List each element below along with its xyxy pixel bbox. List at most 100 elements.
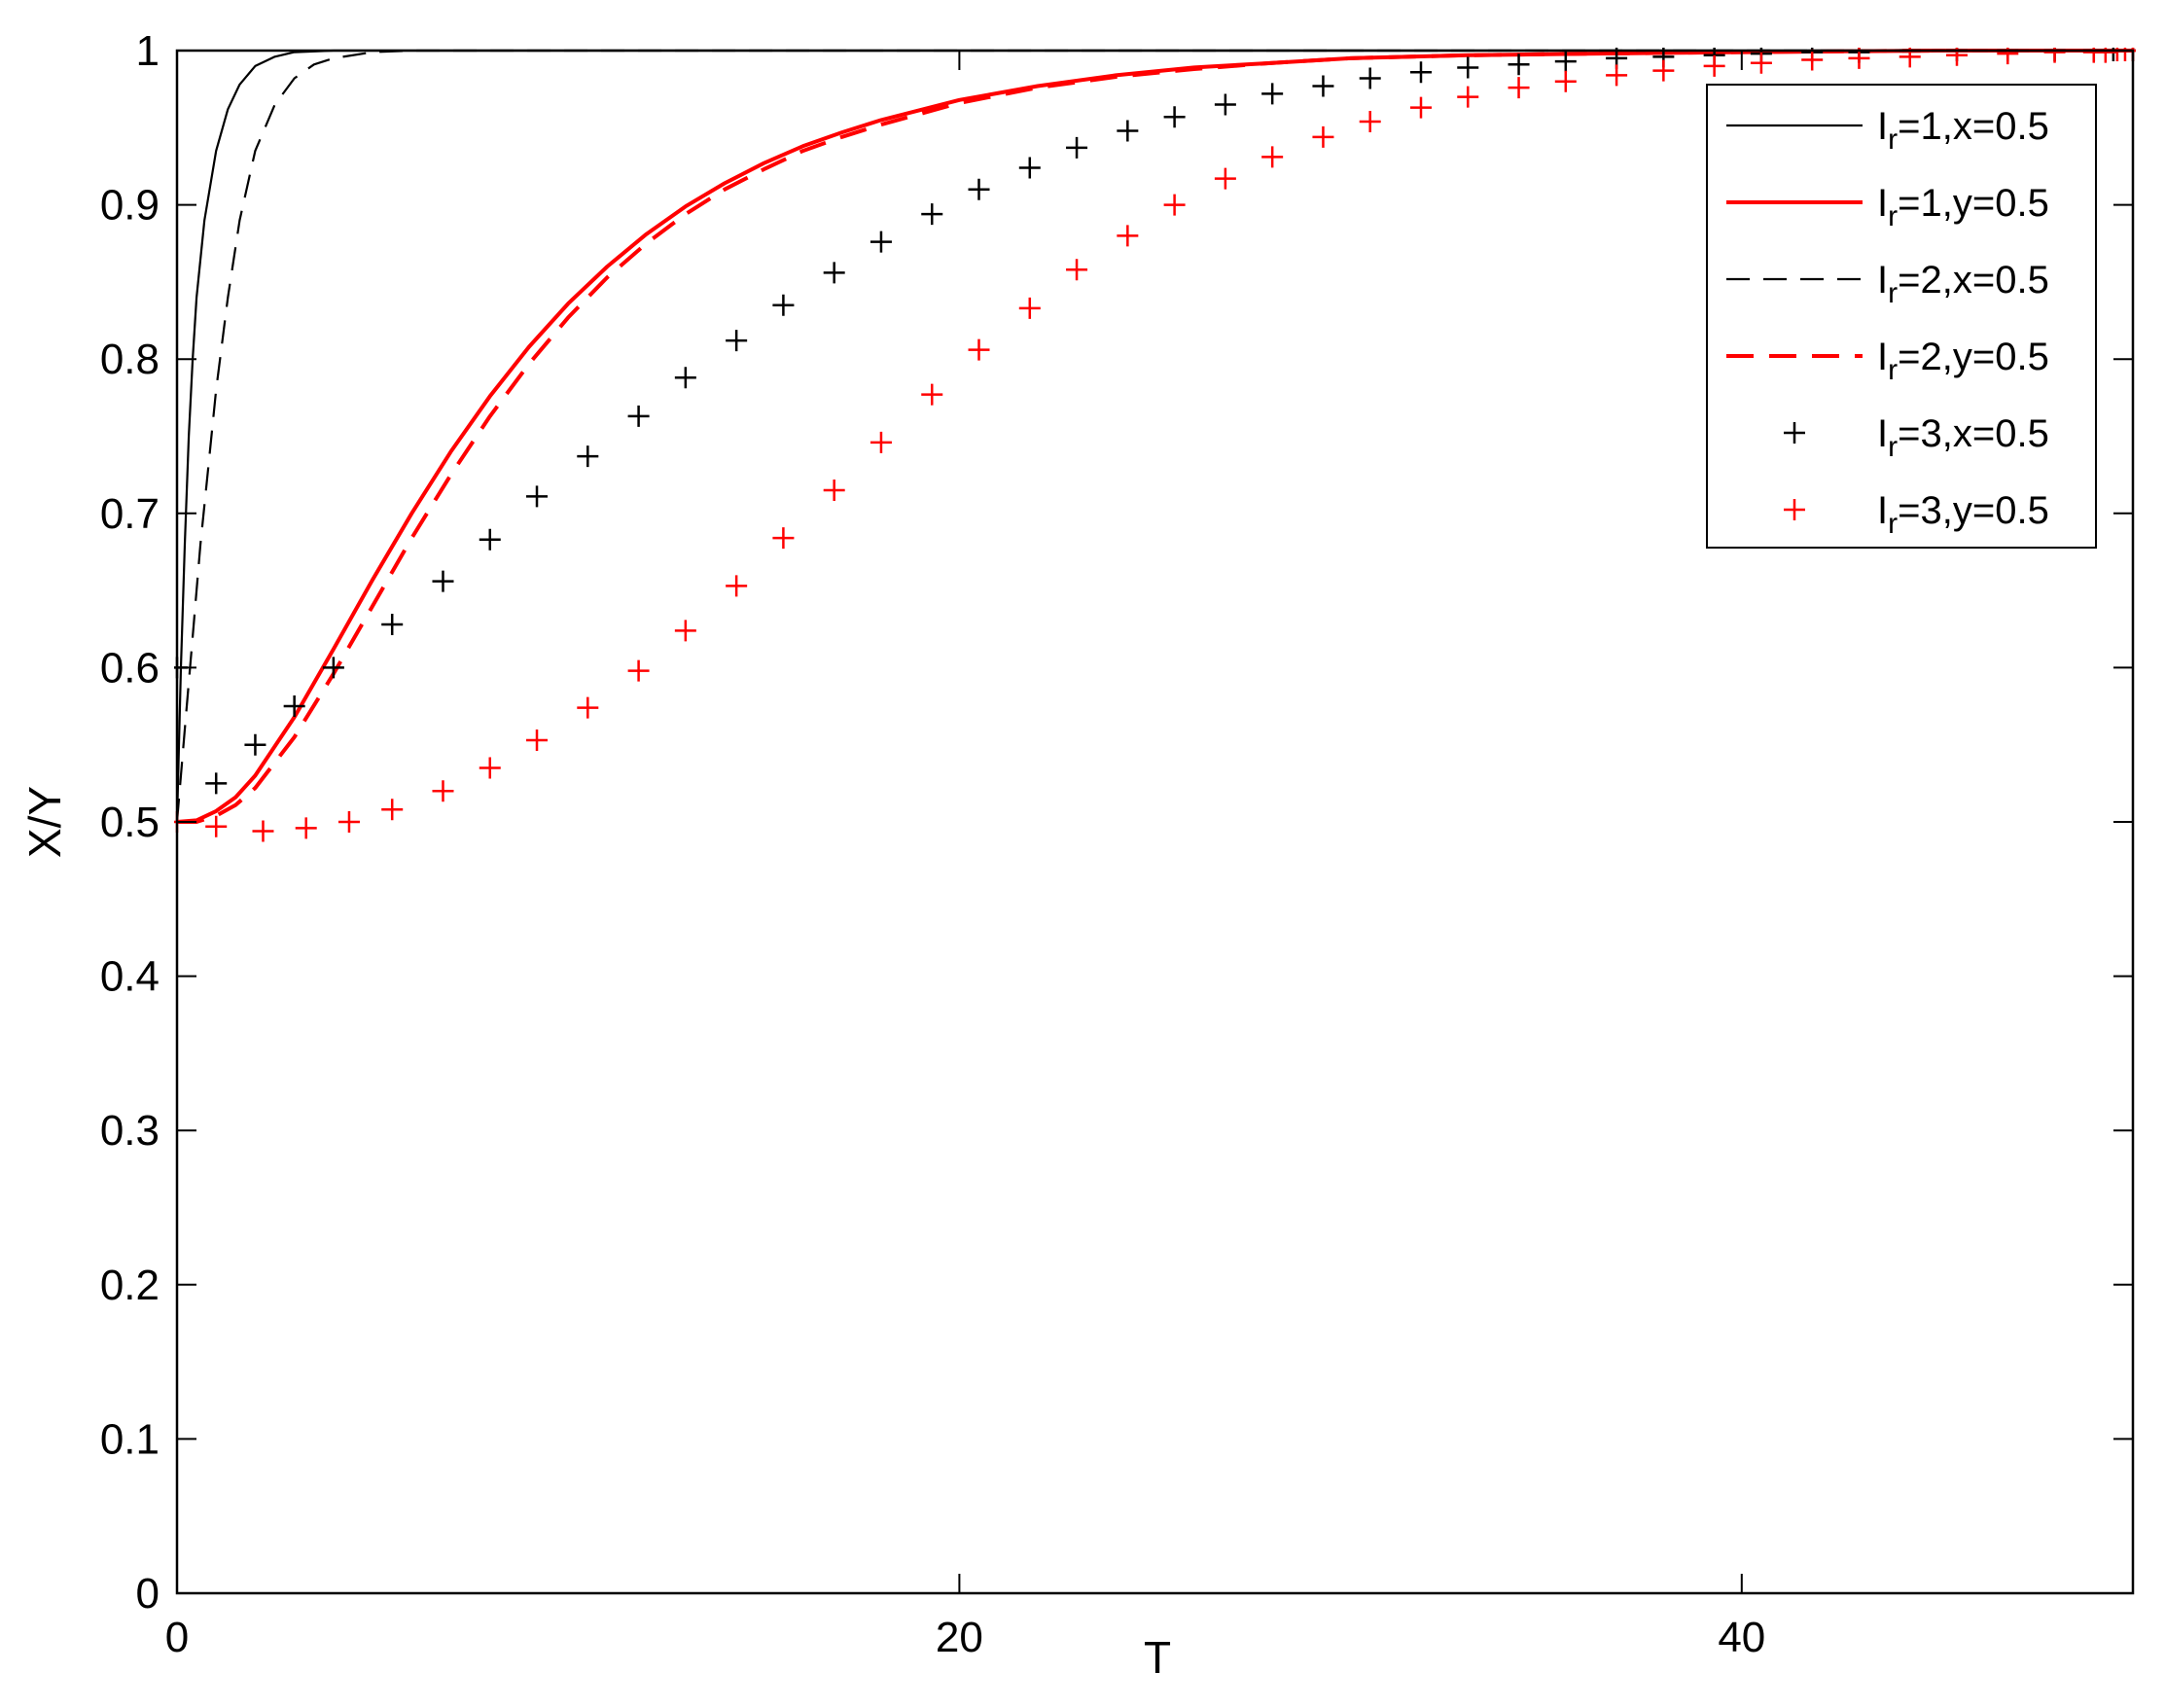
data-point (1946, 48, 1969, 66)
data-point (1214, 93, 1236, 116)
legend-label-main: I (1877, 489, 1888, 532)
data-point (577, 445, 599, 468)
data-point (381, 613, 404, 635)
data-point (205, 772, 228, 795)
data-point (1410, 61, 1432, 84)
data-point (479, 528, 501, 551)
legend-label-subscript: r (1888, 431, 1898, 463)
legend-entry-0: Ir=1,x=0.5 (1726, 105, 2049, 156)
y-tick-label: 0.8 (100, 336, 160, 383)
data-point (205, 815, 228, 837)
data-point (432, 780, 454, 802)
legend-entry-5: Ir=3,y=0.5 (1784, 489, 2049, 540)
data-point (252, 820, 274, 842)
legend-label: Ir=3,x=0.5 (1877, 412, 2049, 463)
data-point (1018, 157, 1041, 179)
data-point (1163, 194, 1186, 216)
data-point (1703, 54, 1725, 77)
data-point (1312, 75, 1334, 97)
data-point (823, 480, 845, 502)
legend-entry-2: Ir=2,x=0.5 (1726, 259, 2049, 309)
y-tick-label: 0.4 (100, 953, 160, 1001)
data-point (627, 405, 650, 427)
data-point (1457, 86, 1479, 108)
x-tick-label: 40 (1718, 1614, 1765, 1661)
y-tick-label: 0.2 (100, 1262, 160, 1309)
data-point (870, 431, 892, 453)
data-point (322, 657, 344, 679)
legend-label-rest: =3,y=0.5 (1898, 489, 2049, 532)
legend-label-subscript: r (1888, 508, 1898, 540)
data-point (1410, 96, 1432, 119)
data-point (577, 696, 599, 719)
legend-label-rest: =2,y=0.5 (1898, 336, 2049, 378)
legend-label-main: I (1877, 182, 1888, 225)
data-point (381, 799, 404, 821)
series-line-3 (177, 49, 2133, 824)
legend-label-rest: =1,x=0.5 (1898, 105, 2049, 148)
y-tick-label: 0.9 (100, 182, 160, 230)
ticks-layer: 0 0.1 0.2 0.3 0.4 0.5 0.6 0.7 0.8 0.9 1 0 20 40 (100, 27, 2133, 1661)
data-point (674, 620, 696, 642)
data-point (823, 262, 845, 284)
data-point (726, 575, 748, 597)
axis-labels: T X/Y (19, 786, 1171, 1683)
legend-label-rest: =1,y=0.5 (1898, 182, 2049, 225)
x-axis-label: T (1144, 1632, 1171, 1683)
data-point (1018, 297, 1041, 319)
legend-label: Ir=1,y=0.5 (1877, 182, 2049, 232)
data-point (968, 178, 990, 200)
data-point (1066, 259, 1088, 281)
data-point (772, 294, 795, 316)
legend-label: Ir=3,y=0.5 (1877, 489, 2049, 540)
data-point (921, 203, 943, 226)
legend-box (1706, 84, 2097, 549)
data-point (1312, 125, 1334, 148)
data-point (1750, 52, 1772, 74)
legend-label-subscript: r (1888, 200, 1898, 232)
legend-label-main: I (1877, 259, 1888, 302)
y-tick-label: 0.3 (100, 1107, 160, 1155)
y-tick-label: 0 (136, 1570, 160, 1618)
data-point (479, 757, 501, 779)
data-point (1554, 51, 1577, 73)
data-point (432, 570, 454, 592)
legend-label-rest: =2,x=0.5 (1898, 259, 2049, 302)
data-point (1801, 49, 1824, 71)
data-point (526, 729, 549, 751)
legend-label-subscript: r (1888, 277, 1898, 309)
y-axis-label: X/Y (19, 786, 70, 858)
data-point (1117, 225, 1139, 247)
y-tick-label: 0.1 (100, 1415, 160, 1463)
legend-entries: Ir=1,x=0.5Ir=1,y=0.5Ir=2,x=0.5Ir=2,y=0.5… (1726, 105, 2049, 540)
data-point (968, 338, 990, 361)
legend-label-subscript: r (1888, 354, 1898, 386)
y-tick-label: 1 (136, 27, 160, 75)
data-point (870, 231, 892, 253)
y-tick-label: 0.6 (100, 644, 160, 692)
legend-label-rest: =3,x=0.5 (1898, 412, 2049, 455)
data-point (1606, 64, 1628, 87)
data-point (1652, 59, 1675, 82)
legend-label: Ir=1,x=0.5 (1877, 105, 2049, 156)
legend-label-main: I (1877, 412, 1888, 455)
legend-label: Ir=2,x=0.5 (1877, 259, 2049, 309)
legend: Ir=1,x=0.5Ir=1,y=0.5Ir=2,x=0.5Ir=2,y=0.5… (1706, 84, 2097, 549)
data-point (244, 733, 266, 756)
data-point (2043, 48, 2066, 63)
data-point (1261, 146, 1284, 168)
data-point (772, 527, 795, 550)
x-tick-label: 20 (936, 1614, 983, 1661)
legend-swatch (1784, 499, 1805, 520)
data-point (726, 330, 748, 352)
data-point (1359, 110, 1381, 132)
legend-entry-4: Ir=3,x=0.5 (1784, 412, 2049, 463)
data-point (1554, 70, 1577, 92)
data-point (627, 659, 650, 682)
data-point (295, 817, 317, 839)
legend-label-main: I (1877, 105, 1888, 148)
data-point (921, 383, 943, 406)
data-point (2094, 48, 2116, 63)
